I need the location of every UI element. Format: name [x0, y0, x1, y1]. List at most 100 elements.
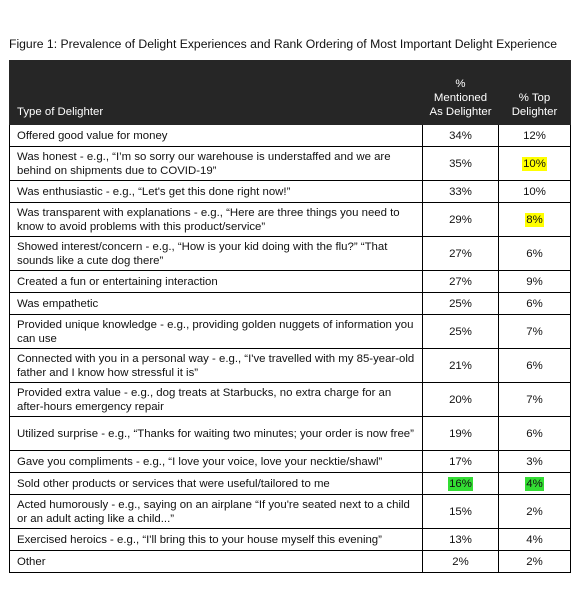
top-delighter-percent-cell: 3% — [498, 450, 571, 473]
top-value: 7% — [526, 325, 543, 338]
delighter-type-cell: Provided extra value - e.g., dog treats … — [9, 382, 423, 417]
mentioned-percent-cell: 20% — [422, 382, 499, 417]
top-value: 7% — [526, 393, 543, 406]
mentioned-percent-cell: 15% — [422, 494, 499, 529]
table-body: Offered good value for money 34% 12% Was ho… — [9, 124, 571, 573]
table-row: Was empathetic 25% 6% — [9, 292, 571, 315]
delighter-type-cell: Was transparent with explanations - e.g.… — [9, 202, 423, 237]
mentioned-percent-cell: 16% — [422, 472, 499, 495]
delighter-type-cell: Was empathetic — [9, 292, 423, 315]
top-delighter-percent-cell: 4% — [498, 528, 571, 551]
table-row: Exercised heroics - e.g., “I'll bring th… — [9, 528, 571, 551]
delighter-type-cell: Connected with you in a personal way - e… — [9, 348, 423, 383]
top-delighter-percent-cell: 2% — [498, 494, 571, 529]
table-row: Was enthusiastic - e.g., “Let's get this… — [9, 180, 571, 203]
top-delighter-percent-cell: 9% — [498, 270, 571, 293]
top-value: 6% — [526, 297, 543, 310]
delighter-type-cell: Created a fun or entertaining interactio… — [9, 270, 423, 293]
delighter-type-cell: Gave you compliments - e.g., “I love you… — [9, 450, 423, 473]
table-row: Provided extra value - e.g., dog treats … — [9, 382, 571, 417]
header-mentioned-line-1: % — [455, 78, 466, 90]
header-top-line-1: % Top — [518, 92, 551, 104]
mentioned-percent-cell: 19% — [422, 416, 499, 451]
delighter-type-cell: Exercised heroics - e.g., “I'll bring th… — [9, 528, 423, 551]
delighter-type-cell: Showed interest/concern - e.g., “How is … — [9, 236, 423, 271]
mentioned-value: 15% — [449, 505, 472, 518]
table-row: Acted humorously - e.g., saying on an ai… — [9, 494, 571, 529]
delighter-type-cell: Provided unique knowledge - e.g., provid… — [9, 314, 423, 349]
top-value: 6% — [526, 427, 543, 440]
mentioned-percent-cell: 2% — [422, 550, 499, 573]
mentioned-percent-cell: 25% — [422, 314, 499, 349]
top-delighter-percent-cell: 12% — [498, 124, 571, 147]
mentioned-value: 27% — [449, 247, 472, 260]
delighter-type-cell: Offered good value for money — [9, 124, 423, 147]
table-row: Showed interest/concern - e.g., “How is … — [9, 236, 571, 271]
delighter-type-cell: Acted humorously - e.g., saying on an ai… — [9, 494, 423, 529]
table-header-row: Type of Delighter % Mentioned As Delight… — [9, 60, 571, 125]
top-value: 10% — [523, 185, 546, 198]
mentioned-value: 16% — [448, 476, 473, 491]
mentioned-percent-cell: 17% — [422, 450, 499, 473]
mentioned-value: 33% — [449, 185, 472, 198]
table-row: Connected with you in a personal way - e… — [9, 348, 571, 383]
mentioned-value: 20% — [449, 393, 472, 406]
mentioned-percent-cell: 13% — [422, 528, 499, 551]
top-value: 12% — [523, 129, 546, 142]
top-value: 4% — [525, 476, 544, 491]
table-row: Created a fun or entertaining interactio… — [9, 270, 571, 293]
mentioned-value: 19% — [449, 427, 472, 440]
mentioned-value: 27% — [449, 275, 472, 288]
mentioned-value: 25% — [449, 325, 472, 338]
delighter-type-cell: Was honest - e.g., “I’m so sorry our war… — [9, 146, 423, 181]
top-delighter-percent-cell: 2% — [498, 550, 571, 573]
header-type-of-delighter: Type of Delighter — [9, 60, 423, 125]
table-row: Offered good value for money 34% 12% — [9, 124, 571, 147]
top-value: 8% — [525, 212, 544, 227]
top-delighter-percent-cell: 10% — [498, 180, 571, 203]
header-top-delighter: % Top Delighter — [498, 60, 571, 125]
top-delighter-percent-cell: 10% — [498, 146, 571, 181]
mentioned-value: 13% — [449, 533, 472, 546]
table-row: Provided unique knowledge - e.g., provid… — [9, 314, 571, 349]
top-delighter-percent-cell: 7% — [498, 382, 571, 417]
mentioned-value: 35% — [449, 157, 472, 170]
mentioned-percent-cell: 29% — [422, 202, 499, 237]
table-row: Was honest - e.g., “I’m so sorry our war… — [9, 146, 571, 181]
mentioned-percent-cell: 25% — [422, 292, 499, 315]
header-mentioned-line-3: As Delighter — [429, 106, 492, 118]
mentioned-value: 21% — [449, 359, 472, 372]
mentioned-value: 17% — [449, 455, 472, 468]
delighter-table: Type of Delighter % Mentioned As Delight… — [9, 60, 571, 573]
header-mentioned-as-delighter: % Mentioned As Delighter — [422, 60, 499, 125]
figure-caption: Figure 1: Prevalence of Delight Experien… — [9, 37, 558, 51]
mentioned-value: 25% — [449, 297, 472, 310]
mentioned-percent-cell: 27% — [422, 236, 499, 271]
mentioned-value: 34% — [449, 129, 472, 142]
delighter-type-cell: Utilized surprise - e.g., “Thanks for wa… — [9, 416, 423, 451]
top-delighter-percent-cell: 6% — [498, 236, 571, 271]
top-value: 10% — [522, 156, 547, 171]
top-value: 2% — [526, 555, 543, 568]
header-top-line-2: Delighter — [511, 106, 558, 118]
top-delighter-percent-cell: 6% — [498, 416, 571, 451]
mentioned-value: 29% — [449, 213, 472, 226]
table-row: Sold other products or services that wer… — [9, 472, 571, 495]
top-value: 4% — [526, 533, 543, 546]
mentioned-percent-cell: 33% — [422, 180, 499, 203]
top-delighter-percent-cell: 4% — [498, 472, 571, 495]
table-row: Utilized surprise - e.g., “Thanks for wa… — [9, 416, 571, 451]
top-value: 3% — [526, 455, 543, 468]
table-row: Gave you compliments - e.g., “I love you… — [9, 450, 571, 473]
top-delighter-percent-cell: 7% — [498, 314, 571, 349]
delighter-type-cell: Sold other products or services that wer… — [9, 472, 423, 495]
mentioned-percent-cell: 35% — [422, 146, 499, 181]
mentioned-value: 2% — [452, 555, 469, 568]
mentioned-percent-cell: 21% — [422, 348, 499, 383]
delighter-type-cell: Other — [9, 550, 423, 573]
header-mentioned-line-2: Mentioned — [433, 92, 488, 104]
top-delighter-percent-cell: 6% — [498, 292, 571, 315]
top-value: 6% — [526, 359, 543, 372]
top-value: 9% — [526, 275, 543, 288]
top-value: 2% — [526, 505, 543, 518]
